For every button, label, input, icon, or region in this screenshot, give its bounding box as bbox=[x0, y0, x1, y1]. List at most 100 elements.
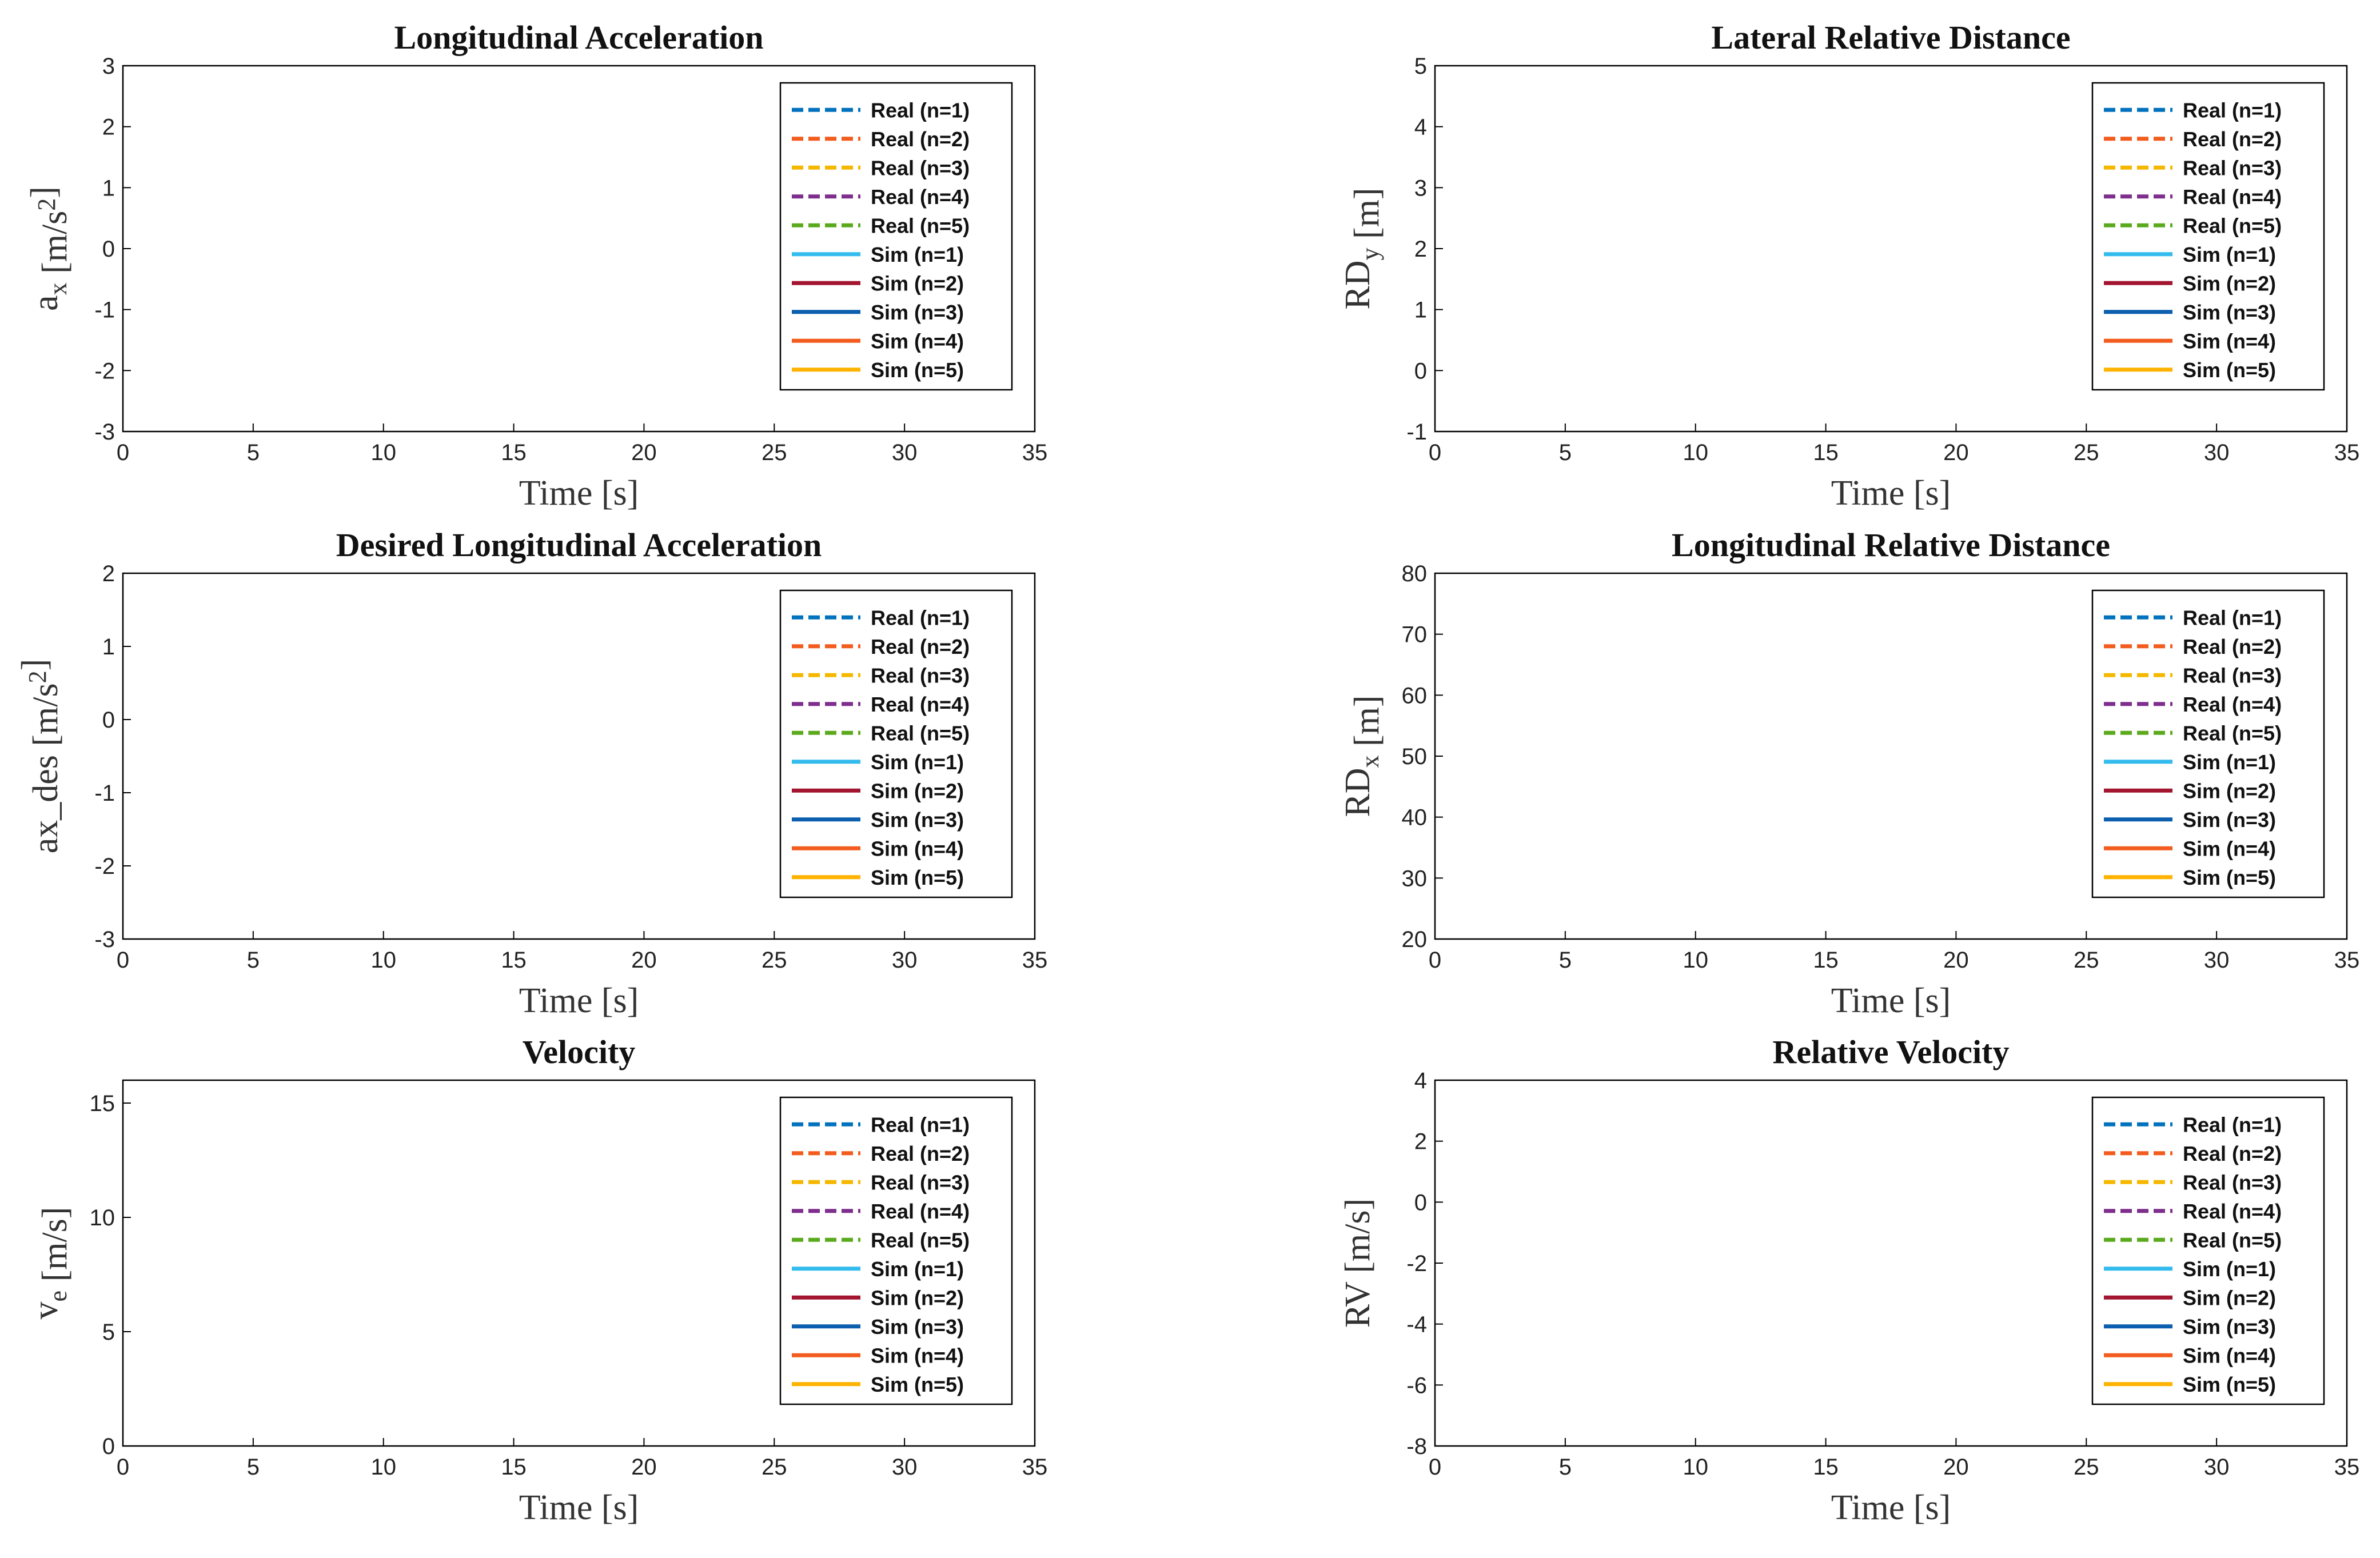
x-tick-label: 30 bbox=[2204, 440, 2230, 465]
legend-label: Sim (n=5) bbox=[871, 358, 964, 382]
x-tick-label: 15 bbox=[501, 440, 527, 465]
legend-label: Real (n=1) bbox=[871, 1113, 970, 1136]
y-tick-label: -2 bbox=[1406, 1251, 1427, 1276]
legend-label: Sim (n=1) bbox=[871, 1257, 964, 1281]
x-axis-label: Time [s] bbox=[519, 1488, 639, 1527]
x-axis-label: Time [s] bbox=[519, 474, 639, 513]
y-tick-label: 2 bbox=[1414, 237, 1427, 262]
chart-title: Relative Velocity bbox=[1773, 1033, 2010, 1070]
chart-title: Desired Longitudinal Acceleration bbox=[336, 526, 822, 564]
legend-label: Real (n=5) bbox=[871, 721, 970, 745]
x-tick-label: 15 bbox=[501, 1455, 527, 1480]
x-tick-label: 35 bbox=[1022, 1455, 1048, 1480]
legend-label: Sim (n=2) bbox=[2183, 271, 2276, 295]
y-tick-label: 4 bbox=[1414, 1068, 1427, 1093]
legend-label: Real (n=1) bbox=[2183, 1113, 2282, 1136]
x-tick-label: 25 bbox=[762, 948, 787, 973]
legend-label: Sim (n=1) bbox=[2183, 1257, 2276, 1281]
x-tick-label: 0 bbox=[1429, 440, 1441, 465]
x-axis-label: Time [s] bbox=[1831, 1488, 1951, 1527]
y-tick-label: -4 bbox=[1406, 1312, 1427, 1337]
x-tick-label: 5 bbox=[247, 440, 260, 465]
y-tick-label: 2 bbox=[1414, 1129, 1427, 1154]
y-axis-label: ax [m/s2] bbox=[24, 186, 74, 311]
x-tick-label: 20 bbox=[631, 440, 657, 465]
legend-label: Real (n=5) bbox=[871, 214, 970, 237]
legend: Real (n=1) Real (n=2) Real (n=3) Real (n=4)… bbox=[2091, 589, 2325, 898]
x-tick-label: 35 bbox=[2334, 948, 2360, 973]
x-tick-label: 30 bbox=[892, 440, 918, 465]
x-tick-label: 15 bbox=[1813, 1455, 1839, 1480]
chart-panel-1: 0 5 10 15 20 25 30 35 -3 -2 -1 0 1 2 3 Longitudinal Acc… bbox=[24, 19, 1047, 513]
x-tick-label: 0 bbox=[1429, 948, 1441, 973]
y-tick-label: 2 bbox=[102, 561, 115, 586]
y-tick-label: 20 bbox=[1402, 927, 1428, 952]
legend-box bbox=[2091, 1096, 2325, 1405]
legend-label: Real (n=3) bbox=[2183, 156, 2282, 179]
legend-label: Real (n=2) bbox=[871, 1142, 970, 1165]
x-tick-label: 35 bbox=[1022, 440, 1048, 465]
legend-label: Sim (n=3) bbox=[871, 1315, 964, 1339]
y-tick-label: -6 bbox=[1406, 1373, 1427, 1398]
y-tick-label: -3 bbox=[94, 420, 115, 445]
legend-label: Real (n=1) bbox=[2183, 98, 2282, 122]
legend-label: Sim (n=2) bbox=[871, 271, 964, 295]
legend-label: Real (n=5) bbox=[2183, 214, 2282, 237]
chart-title: Longitudinal Acceleration bbox=[394, 19, 763, 56]
x-tick-label: 25 bbox=[762, 1455, 787, 1480]
x-tick-label: 0 bbox=[117, 440, 129, 465]
x-axis-label: Time [s] bbox=[1831, 474, 1951, 513]
legend-label: Sim (n=2) bbox=[871, 1286, 964, 1309]
y-tick-label: 0 bbox=[102, 237, 115, 262]
x-tick-label: 5 bbox=[1559, 1455, 1572, 1480]
x-tick-label: 15 bbox=[501, 948, 527, 973]
y-tick-label: 3 bbox=[1414, 175, 1427, 201]
x-tick-label: 20 bbox=[631, 948, 657, 973]
y-axis-label: RV [m/s] bbox=[1338, 1199, 1377, 1328]
y-tick-label: 1 bbox=[102, 634, 115, 660]
x-tick-label: 10 bbox=[1683, 440, 1708, 465]
legend-label: Real (n=4) bbox=[871, 693, 970, 716]
legend-label: Real (n=2) bbox=[2183, 635, 2282, 658]
y-tick-label: -1 bbox=[94, 781, 115, 806]
x-tick-label: 30 bbox=[2204, 1455, 2230, 1480]
x-tick-label: 30 bbox=[2204, 948, 2230, 973]
legend-label: Real (n=3) bbox=[871, 156, 970, 179]
y-tick-label: -3 bbox=[94, 927, 115, 952]
legend-label: Real (n=2) bbox=[871, 635, 970, 658]
x-tick-label: 10 bbox=[370, 440, 396, 465]
legend: Real (n=1) Real (n=2) Real (n=3) Real (n=4)… bbox=[2091, 1096, 2325, 1405]
legend-label: Sim (n=1) bbox=[871, 243, 964, 266]
y-tick-label: 10 bbox=[90, 1205, 115, 1231]
chart-panel-6: 0 5 10 15 20 25 30 35 -8 -6 -4 -2 0 2 4 Relative Veloci… bbox=[1338, 1033, 2359, 1527]
legend-box bbox=[779, 589, 1013, 898]
chart-panel-3: 0 5 10 15 20 25 30 35 -3 -2 -1 0 1 2 Desired Longitudi… bbox=[15, 526, 1047, 1020]
y-tick-label: -2 bbox=[94, 358, 115, 383]
x-tick-label: 5 bbox=[247, 948, 260, 973]
legend-label: Sim (n=3) bbox=[871, 808, 964, 832]
x-tick-label: 25 bbox=[762, 440, 787, 465]
legend-label: Sim (n=5) bbox=[2183, 358, 2276, 382]
legend: Real (n=1) Real (n=2) Real (n=3) Real (n=4)… bbox=[779, 82, 1013, 391]
legend-label: Sim (n=2) bbox=[871, 779, 964, 802]
x-tick-label: 0 bbox=[117, 1455, 129, 1480]
legend-label: Real (n=3) bbox=[871, 664, 970, 687]
x-tick-label: 10 bbox=[1683, 1455, 1708, 1480]
x-tick-label: 30 bbox=[892, 948, 918, 973]
chart-panel-4: 0 5 10 15 20 25 30 35 20 30 40 50 60 70 80 Longitudinal… bbox=[1338, 526, 2359, 1020]
legend-box bbox=[2091, 82, 2325, 391]
legend-label: Real (n=2) bbox=[2183, 1142, 2282, 1165]
y-tick-label: 0 bbox=[1414, 358, 1427, 383]
x-tick-label: 5 bbox=[1559, 948, 1572, 973]
legend-label: Sim (n=3) bbox=[871, 301, 964, 324]
x-tick-label: 10 bbox=[370, 948, 396, 973]
legend-label: Real (n=4) bbox=[871, 1200, 970, 1223]
y-tick-label: -1 bbox=[94, 298, 115, 323]
legend-label: Real (n=2) bbox=[871, 127, 970, 151]
legend-label: Real (n=3) bbox=[871, 1171, 970, 1194]
y-tick-label: 4 bbox=[1414, 115, 1427, 140]
legend-label: Real (n=3) bbox=[2183, 664, 2282, 687]
y-tick-label: 0 bbox=[102, 1434, 115, 1459]
legend-label: Sim (n=5) bbox=[871, 1373, 964, 1396]
